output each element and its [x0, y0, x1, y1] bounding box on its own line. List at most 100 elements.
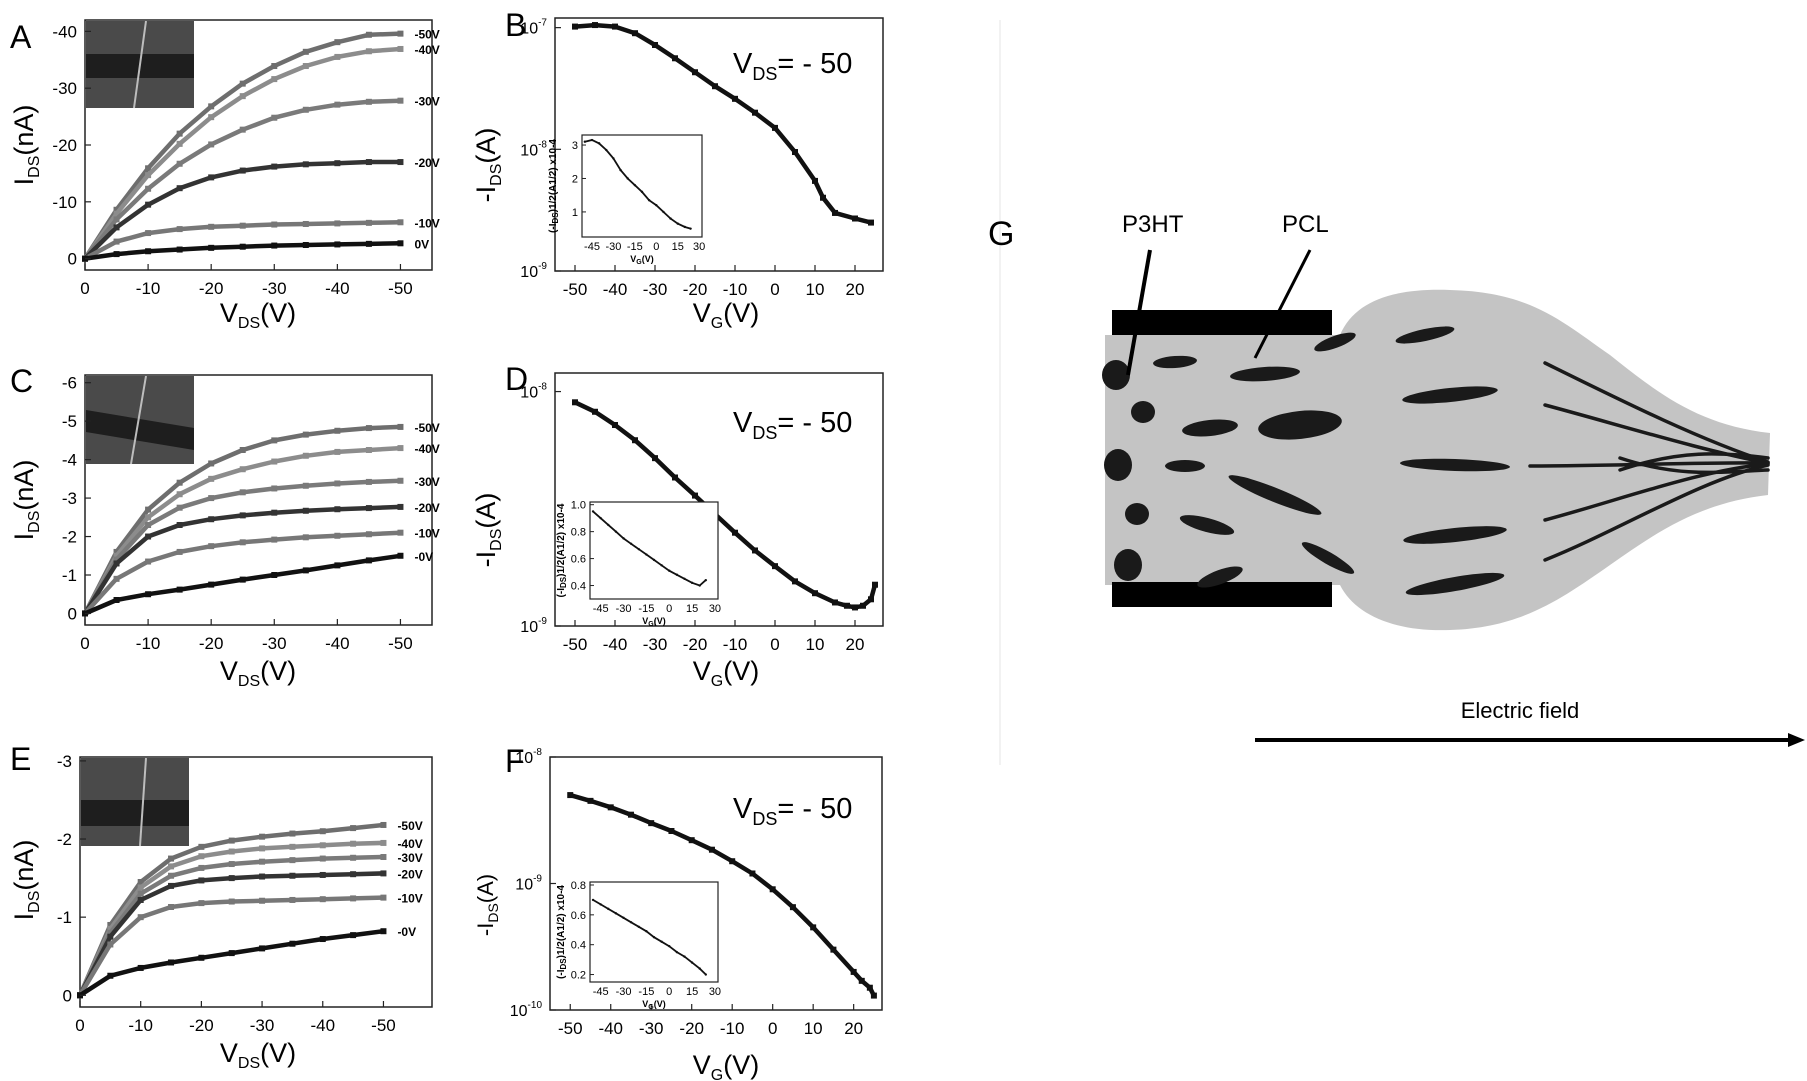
data-point	[365, 531, 372, 538]
inset-y-tick-label: 0.6	[571, 910, 586, 922]
data-point	[113, 552, 120, 559]
series-label: -30V	[414, 475, 439, 489]
data-point	[688, 837, 695, 844]
inset-point	[599, 516, 602, 520]
inset-frame-d	[589, 501, 719, 600]
inset-y-axis-label: (-IDS)1/2(A1/2) x10-4	[556, 503, 568, 597]
data-point	[228, 861, 235, 868]
data-point	[319, 842, 326, 849]
y-tick-label: 0	[68, 250, 77, 269]
x-tick-label: -10	[723, 280, 748, 299]
data-point	[612, 422, 618, 429]
x-ticks-f: -50 -40 -30 -20 -10 0 10 20	[558, 1004, 863, 1038]
data-point	[176, 130, 183, 137]
x-tick-label: 20	[846, 635, 865, 654]
data-point	[672, 55, 678, 62]
pcl-inclusion	[1402, 386, 1498, 404]
x-axis-label-a: VDS(V)	[220, 298, 296, 332]
data-point	[198, 843, 205, 850]
data-point	[271, 63, 278, 70]
inset-point	[633, 183, 637, 187]
inset-line	[592, 899, 707, 976]
inset-point	[675, 573, 679, 576]
inset-point	[597, 142, 601, 145]
inset-x-axis-label: VG(V)	[642, 616, 665, 628]
x-tick-label: -30	[643, 635, 668, 654]
data-point	[627, 811, 634, 818]
inset-y-tick-label: 1	[572, 207, 578, 219]
pcl-inclusion	[1400, 458, 1510, 472]
data-point	[870, 992, 877, 999]
x-tick-label: 0	[75, 1016, 84, 1035]
series-line-20V	[78, 871, 384, 997]
data-point	[302, 220, 309, 227]
data-point	[850, 968, 857, 975]
pcl-label: PCL	[1282, 211, 1329, 238]
data-point	[830, 946, 837, 953]
inset-point	[669, 217, 672, 220]
data-point	[289, 857, 296, 864]
data-point	[380, 839, 387, 846]
data-point	[692, 69, 698, 76]
data-point	[567, 792, 574, 799]
inset-x-tick-label: 30	[709, 986, 721, 998]
data-point	[302, 534, 309, 541]
data-point	[302, 431, 309, 438]
data-point	[319, 936, 326, 943]
inset-point	[599, 903, 602, 906]
data-point	[113, 238, 120, 245]
y-axis-label-f: -IDS(A)	[473, 874, 501, 936]
data-point	[302, 482, 309, 489]
y-tick-label: 0	[68, 604, 77, 623]
data-point	[810, 924, 817, 931]
data-point	[868, 596, 874, 603]
data-point	[769, 886, 776, 893]
inset-point	[605, 148, 608, 152]
data-point	[145, 591, 152, 598]
data-point	[145, 201, 152, 208]
series-label: -20V	[414, 501, 439, 515]
inset-point	[668, 569, 671, 572]
data-point	[176, 504, 183, 511]
y-tick-label: 10-9	[520, 261, 547, 281]
pcl-inclusion	[1230, 366, 1300, 382]
inset-point	[622, 916, 625, 920]
marks-c	[82, 423, 404, 617]
data-point	[271, 536, 278, 543]
inset-x-tick-label: 15	[686, 986, 698, 998]
inset-y-tick-label: 0.4	[571, 940, 586, 952]
inset-x-tick-label: 15	[686, 603, 698, 615]
x-tick-label: -30	[250, 1016, 275, 1035]
data-point	[592, 408, 598, 415]
y-axis-label-e: IDS(nA)	[9, 840, 43, 921]
panel-label-b: B	[505, 7, 526, 43]
data-point	[832, 209, 838, 216]
panel-label-f: F	[505, 743, 525, 779]
data-point	[107, 933, 114, 940]
data-point	[334, 448, 341, 455]
data-point	[302, 63, 309, 70]
inset-x-tick-label: 0	[666, 603, 672, 615]
pcl-inclusion	[1153, 355, 1197, 369]
data-point	[168, 959, 175, 966]
data-point	[302, 567, 309, 574]
data-point	[137, 964, 144, 971]
x-tick-label: 0	[80, 279, 89, 298]
plot-frame-d	[554, 372, 884, 627]
y-ticks-e: 0 -1 -2 -3	[57, 752, 86, 1005]
y-tick-label: -1	[62, 566, 77, 585]
data-point	[239, 222, 246, 229]
x-tick-label: -30	[262, 634, 287, 653]
x-tick-label: -50	[388, 279, 413, 298]
data-point	[334, 53, 341, 60]
y-tick-label: -6	[62, 374, 77, 393]
x-tick-label: 10	[806, 280, 825, 299]
y-ticks-f: 10-8 10-9 10-10	[510, 747, 556, 1020]
y-tick-label: -3	[57, 752, 72, 771]
series-label: -20V	[414, 156, 439, 170]
data-point	[289, 830, 296, 837]
inset-image-c	[86, 375, 194, 465]
pcl-inclusion	[1228, 475, 1322, 515]
data-point	[113, 216, 120, 223]
